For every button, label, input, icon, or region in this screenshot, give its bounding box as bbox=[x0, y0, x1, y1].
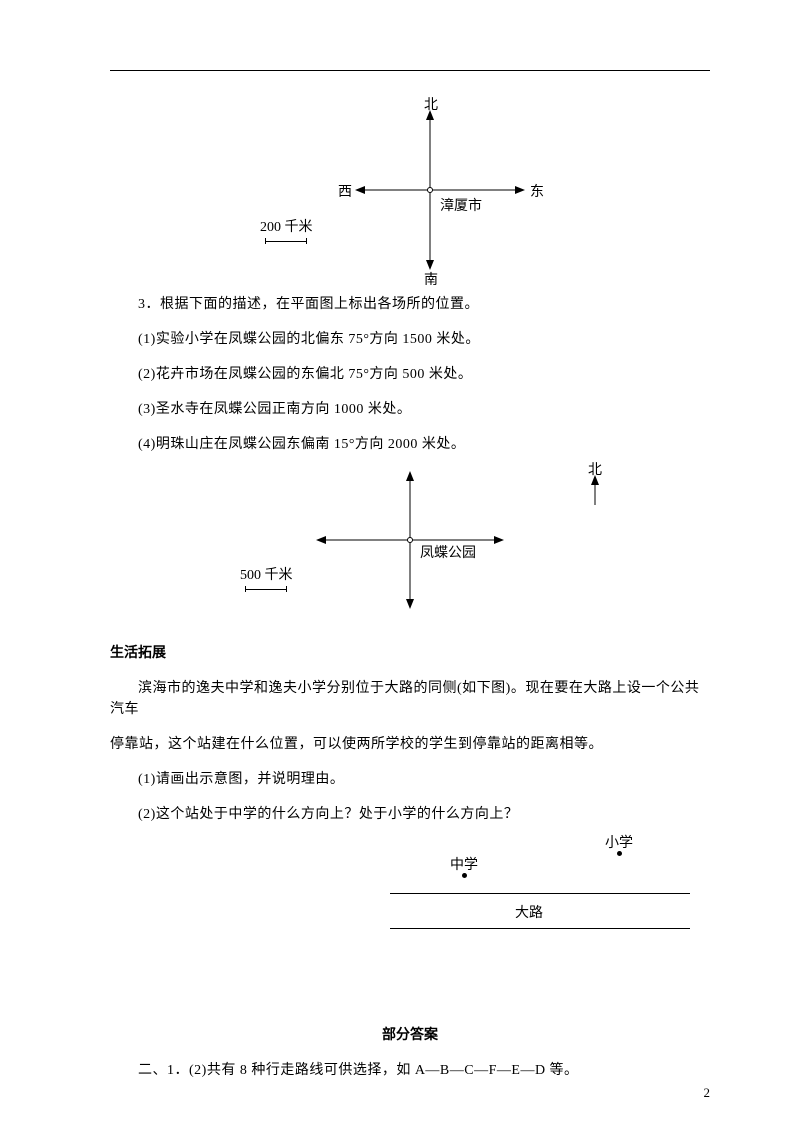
life-title: 生活拓展 bbox=[110, 643, 710, 664]
page-number: 2 bbox=[704, 1083, 711, 1103]
compass-diagram-2: 凤蝶公园 北 500 千米 bbox=[200, 465, 620, 615]
school-road-diagram: 中学 小学 大路 bbox=[370, 855, 710, 965]
scale-label-2: 500 千米 bbox=[240, 565, 293, 586]
road-line-2 bbox=[390, 928, 690, 929]
q3-title: 3．根据下面的描述，在平面图上标出各场所的位置。 bbox=[110, 294, 710, 315]
center-point bbox=[427, 187, 433, 193]
q3-item1: (1)实验小学在凤蝶公园的北偏东 75°方向 1500 米处。 bbox=[110, 329, 710, 350]
q3-item2: (2)花卉市场在凤蝶公园的东偏北 75°方向 500 米处。 bbox=[110, 364, 710, 385]
life-p1: 滨海市的逸夫中学和逸夫小学分别位于大路的同侧(如下图)。现在要在大路上设一个公共… bbox=[110, 678, 710, 720]
road-label: 大路 bbox=[515, 903, 543, 924]
q3-item4: (4)明珠山庄在凤蝶公园东偏南 15°方向 2000 米处。 bbox=[110, 434, 710, 455]
center-label-2: 凤蝶公园 bbox=[420, 543, 476, 564]
scale-label-1: 200 千米 bbox=[260, 217, 313, 238]
east-label: 东 bbox=[530, 182, 544, 203]
north-label: 北 bbox=[424, 95, 438, 116]
road-line-1 bbox=[390, 893, 690, 894]
primary-school-dot bbox=[617, 851, 622, 856]
answers-title: 部分答案 bbox=[110, 1025, 710, 1046]
middle-school-dot bbox=[462, 873, 467, 878]
center-point-2 bbox=[407, 537, 413, 543]
compass-diagram-1: 北 南 东 西 漳厦市 200 千米 bbox=[230, 100, 590, 280]
answers-line1: 二、1．(2)共有 8 种行走路线可供选择，如 A—B—C—F—E—D 等。 bbox=[110, 1060, 710, 1081]
west-label: 西 bbox=[338, 182, 352, 203]
q3-item3: (3)圣水寺在凤蝶公园正南方向 1000 米处。 bbox=[110, 399, 710, 420]
south-label: 南 bbox=[424, 270, 438, 291]
north-label-2: 北 bbox=[588, 460, 602, 481]
scale-2: 500 千米 bbox=[240, 565, 293, 592]
life-item2: (2)这个站处于中学的什么方向上？处于小学的什么方向上？ bbox=[110, 804, 710, 825]
top-border bbox=[110, 70, 710, 71]
scale-1: 200 千米 bbox=[260, 217, 313, 244]
center-label-1: 漳厦市 bbox=[440, 196, 482, 217]
life-p1b: 停靠站，这个站建在什么位置，可以使两所学校的学生到停靠站的距离相等。 bbox=[110, 734, 710, 755]
life-item1: (1)请画出示意图，并说明理由。 bbox=[110, 769, 710, 790]
